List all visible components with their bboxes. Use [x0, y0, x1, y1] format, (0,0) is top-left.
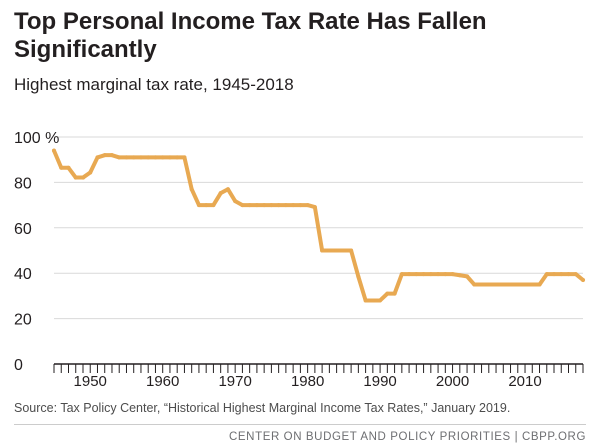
data-point: [240, 203, 245, 208]
data-point: [414, 272, 419, 277]
data-point: [530, 282, 535, 287]
data-point: [479, 282, 484, 287]
data-point: [124, 155, 129, 160]
x-tick-label: 1970: [218, 373, 251, 390]
x-tick-label: 2010: [508, 373, 541, 390]
data-point: [334, 248, 339, 253]
data-point: [407, 272, 412, 277]
data-point: [59, 165, 64, 170]
x-tick-label: 1960: [146, 373, 179, 390]
chart-title: Top Personal Income Tax Rate Has Fallen …: [14, 8, 487, 63]
data-point: [225, 187, 230, 192]
data-point: [73, 175, 78, 180]
data-point: [378, 298, 383, 303]
data-point: [211, 203, 216, 208]
data-point: [117, 155, 122, 160]
data-point: [523, 282, 528, 287]
data-point: [291, 203, 296, 208]
data-point: [436, 272, 441, 277]
data-point: [276, 203, 281, 208]
data-point: [465, 274, 470, 279]
data-point: [80, 175, 85, 180]
line-chart: 0 20 40 60 80 100 % 1950 1960 1970 1980 1990 2000 2…: [14, 130, 585, 390]
data-point: [501, 282, 506, 287]
data-point: [457, 273, 462, 278]
data-point: [131, 155, 136, 160]
y-tick-label: 40: [14, 266, 32, 283]
x-tick-label: 2000: [436, 373, 469, 390]
data-point: [88, 170, 93, 175]
footer-credit: CENTER ON BUDGET AND POLICY PRIORITIES |…: [228, 431, 586, 443]
data-point: [320, 248, 325, 253]
data-point: [175, 155, 180, 160]
data-point: [370, 298, 375, 303]
data-point: [581, 278, 585, 283]
data-point: [160, 155, 165, 160]
data-point: [146, 155, 151, 160]
x-axis: [53, 363, 584, 373]
data-point: [421, 272, 426, 277]
data-point: [167, 155, 172, 160]
x-tick-label: 1980: [291, 373, 324, 390]
data-point: [508, 282, 513, 287]
y-tick-label: 80: [14, 175, 32, 192]
data-point: [472, 282, 477, 287]
data-point: [363, 298, 368, 303]
data-point: [153, 155, 158, 160]
data-point: [450, 272, 455, 277]
x-axis-labels: 1950 1960 1970 1980 1990 2000 2010: [74, 373, 542, 390]
data-point: [385, 291, 390, 296]
data-point: [283, 203, 288, 208]
data-point: [392, 291, 397, 296]
data-point: [552, 272, 557, 277]
series-line: [52, 148, 585, 303]
data-point: [428, 272, 433, 277]
data-point: [109, 153, 114, 158]
data-point: [218, 191, 223, 196]
data-point: [537, 282, 542, 287]
data-point: [486, 282, 491, 287]
data-point: [356, 274, 361, 279]
data-point: [102, 153, 107, 158]
data-point: [233, 199, 238, 204]
data-point: [182, 155, 187, 160]
data-point: [138, 155, 143, 160]
data-point: [52, 148, 56, 153]
data-point: [573, 272, 578, 277]
data-point: [559, 272, 564, 277]
data-point: [196, 203, 201, 208]
data-point: [544, 272, 549, 277]
y-tick-label: 0: [14, 357, 23, 374]
footer-divider: [14, 424, 586, 425]
y-tick-label: 100 %: [14, 130, 59, 147]
y-axis-labels: 0 20 40 60 80 100 %: [14, 130, 59, 374]
data-point: [566, 272, 571, 277]
data-point: [327, 248, 332, 253]
data-point: [443, 272, 448, 277]
source-note: Source: Tax Policy Center, “Historical H…: [14, 401, 511, 415]
data-point: [189, 187, 194, 192]
data-point: [341, 248, 346, 253]
series-layer: [52, 148, 585, 303]
data-point: [349, 248, 354, 253]
data-point: [95, 155, 100, 160]
chart-subtitle: Highest marginal tax rate, 1945-2018: [14, 75, 294, 94]
data-point: [262, 203, 267, 208]
data-point: [494, 282, 499, 287]
data-point: [247, 203, 252, 208]
data-point: [269, 203, 274, 208]
data-point: [204, 203, 209, 208]
data-point: [254, 203, 259, 208]
data-point: [305, 203, 310, 208]
data-point: [399, 272, 404, 277]
y-tick-label: 60: [14, 221, 32, 238]
x-tick-label: 1950: [74, 373, 107, 390]
x-tick-label: 1990: [363, 373, 396, 390]
data-point: [312, 205, 317, 210]
data-point: [66, 165, 71, 170]
y-tick-label: 20: [14, 312, 32, 329]
data-point: [298, 203, 303, 208]
data-point: [515, 282, 520, 287]
